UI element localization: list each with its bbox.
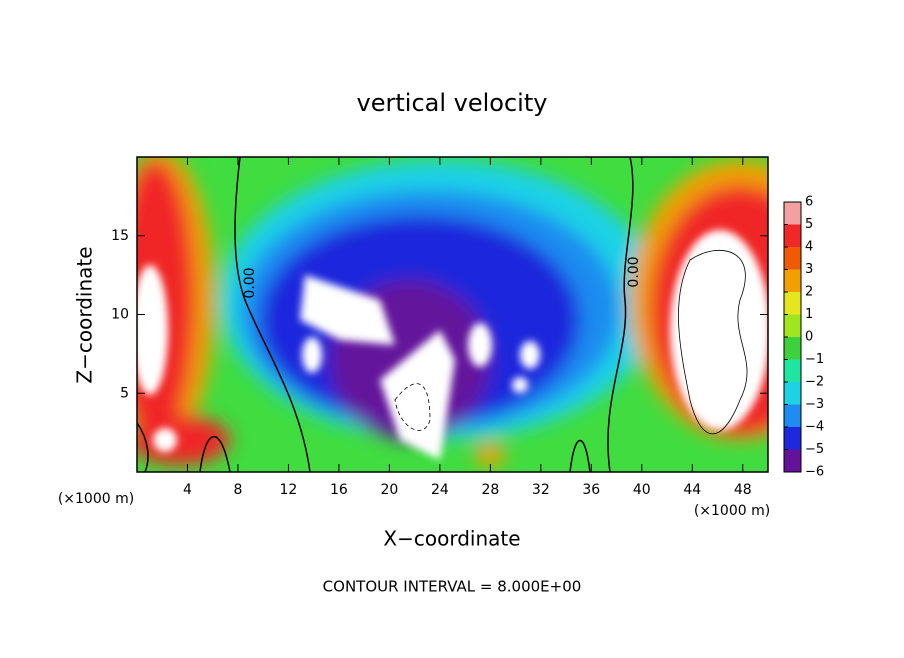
note: CONTOUR INTERVAL = 8.000E+00: [323, 578, 582, 596]
colorbar-tick-label: 1: [805, 307, 813, 322]
colorbar-tick-label: −2: [805, 375, 824, 390]
colorbar-band: [784, 404, 801, 427]
x-tick-label: 48: [734, 482, 752, 498]
colorbar-tick-label: −1: [805, 352, 824, 367]
y-axis-label: Z−coordinate: [73, 246, 97, 383]
colorbar-tick-label: 6: [805, 195, 813, 210]
x-tick-label: 20: [380, 482, 398, 498]
colorbar-band: [784, 382, 801, 405]
colorbar-band: [784, 202, 801, 225]
colorbar-tick-label: 0: [805, 330, 813, 345]
colorbar-tick-label: −3: [805, 397, 824, 412]
x-tick-label: 44: [683, 482, 701, 498]
colorbar-band: [784, 337, 801, 360]
x-tick-label: 40: [633, 482, 651, 498]
colorbar-band: [784, 427, 801, 450]
x-tick-label: 24: [431, 482, 449, 498]
colorbar-tick-label: −5: [805, 442, 824, 457]
colorbar-band: [784, 224, 801, 247]
colorbar-band: [784, 314, 801, 337]
colorbar-tick-label: 5: [805, 217, 813, 232]
y-tick-label: 15: [111, 228, 129, 244]
colorbar-band: [784, 292, 801, 315]
colorbar-band: [784, 247, 801, 270]
colorbar-tick-label: 3: [805, 262, 813, 277]
colorbar-band: [784, 449, 801, 472]
x-tick-label: 36: [582, 482, 600, 498]
colorbar-tick-label: −6: [805, 465, 824, 480]
colorbar-tick-label: −4: [805, 420, 824, 435]
x-tick-label: 16: [330, 482, 348, 498]
colorbar-band: [784, 359, 801, 382]
contour-field: [137, 157, 768, 472]
x-tick-label: 8: [233, 482, 242, 498]
y-tick-label: 10: [111, 307, 129, 323]
colorbar-tick-label: 4: [805, 240, 813, 255]
x-tick-label: 12: [280, 482, 298, 498]
y-unit-label: (×1000 m): [694, 503, 770, 519]
y-tick-label: 5: [120, 385, 129, 401]
x-axis-label: X−coordinate: [383, 527, 520, 551]
x-tick-label: 32: [532, 482, 550, 498]
colorbar-band: [784, 269, 801, 292]
colorbar-tick-label: 2: [805, 285, 813, 300]
contour-label: 0.00: [242, 267, 258, 298]
x-tick-label: 4: [183, 482, 192, 498]
x-unit-label: (×1000 m): [58, 491, 134, 507]
contour-label: 0.00: [626, 256, 642, 287]
chart-title: vertical velocity: [357, 89, 548, 117]
x-tick-label: 28: [481, 482, 499, 498]
contour-lines: [137, 157, 634, 472]
